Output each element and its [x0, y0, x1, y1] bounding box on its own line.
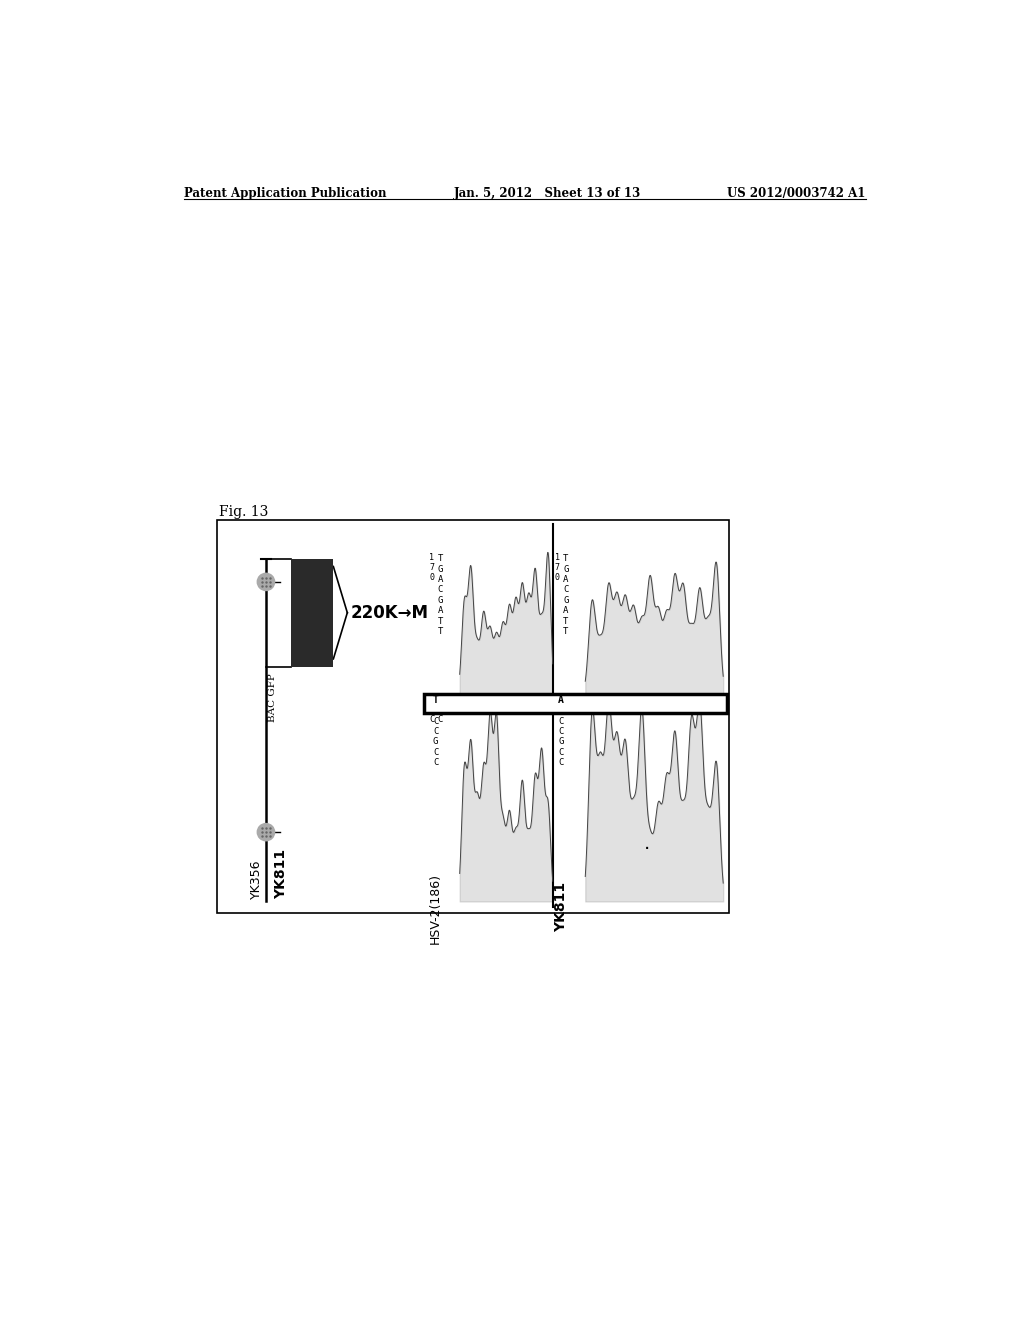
Text: A: A	[437, 576, 443, 583]
Text: G: G	[437, 595, 443, 605]
Text: BAC GFP: BAC GFP	[268, 673, 278, 722]
Bar	[424, 693, 727, 713]
Text: T: T	[563, 627, 568, 636]
Text: C: C	[437, 715, 443, 725]
Text: T: T	[437, 554, 443, 564]
Text: Fig. 13: Fig. 13	[219, 506, 269, 519]
Text: T: T	[437, 627, 443, 636]
Text: 7: 7	[429, 564, 434, 572]
Text: C: C	[433, 758, 438, 767]
Text: A: A	[558, 696, 564, 705]
Text: 220K→M: 220K→M	[350, 603, 428, 622]
Text: C: C	[433, 748, 438, 756]
Text: G: G	[563, 595, 568, 605]
Text: 7: 7	[555, 564, 560, 572]
Text: A: A	[563, 576, 568, 583]
Text: .: .	[644, 834, 650, 853]
Text: C: C	[558, 727, 564, 737]
Text: HSV-2(186): HSV-2(186)	[429, 873, 442, 944]
Text: C: C	[558, 758, 564, 767]
Text: T: T	[433, 696, 438, 705]
Text: 0: 0	[555, 573, 560, 582]
Text: C: C	[558, 717, 564, 726]
Bar	[217, 520, 729, 913]
Text: G: G	[558, 738, 564, 746]
Text: 0: 0	[429, 573, 434, 582]
Text: US 2012/0003742 A1: US 2012/0003742 A1	[727, 187, 866, 199]
Text: C: C	[563, 585, 568, 594]
Text: T: T	[437, 616, 443, 626]
Text: YK811: YK811	[274, 849, 289, 899]
Text: T: T	[563, 616, 568, 626]
Text: G: G	[563, 565, 568, 574]
Text: A: A	[437, 606, 443, 615]
Circle shape	[257, 573, 274, 590]
Text: YK356: YK356	[250, 859, 263, 899]
Text: 1: 1	[555, 553, 560, 561]
Text: 1: 1	[429, 553, 434, 561]
Text: C: C	[558, 748, 564, 756]
Text: Jan. 5, 2012   Sheet 13 of 13: Jan. 5, 2012 Sheet 13 of 13	[454, 187, 641, 199]
Text: YK811: YK811	[554, 882, 568, 932]
Text: G: G	[437, 565, 443, 574]
Text: C: C	[429, 715, 434, 725]
Circle shape	[257, 824, 274, 841]
Text: G: G	[433, 738, 438, 746]
Text: A: A	[563, 606, 568, 615]
Text: C: C	[437, 585, 443, 594]
Text: T: T	[563, 554, 568, 564]
Text: Patent Application Publication: Patent Application Publication	[183, 187, 386, 199]
Text: C: C	[433, 727, 438, 737]
Text: C: C	[433, 717, 438, 726]
Bar	[291, 558, 334, 667]
